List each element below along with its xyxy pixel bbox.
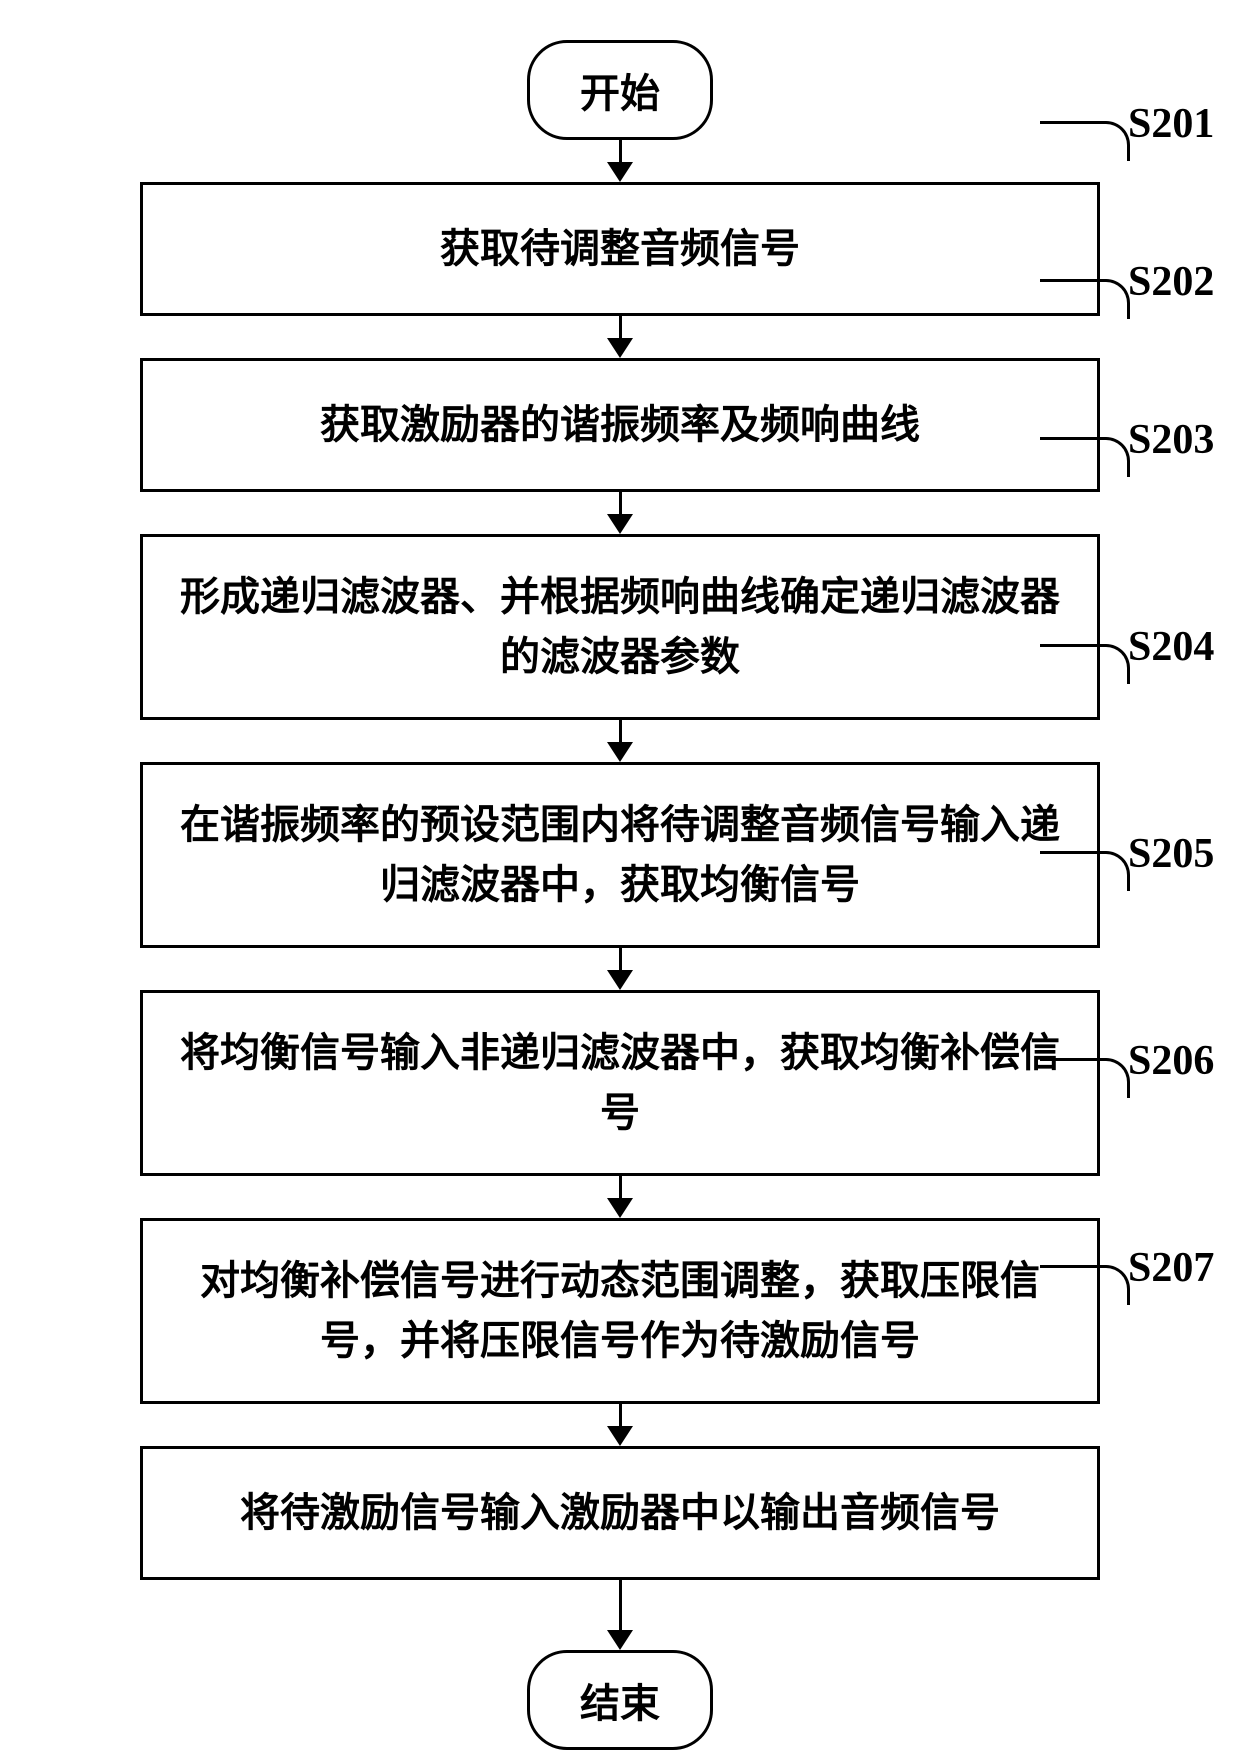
start-label: 开始 — [580, 71, 660, 116]
start-terminal: 开始 — [527, 40, 713, 140]
arrow — [607, 1580, 633, 1650]
step-text: 获取激励器的谐振频率及频响曲线 — [320, 402, 920, 447]
step-text: 形成递归滤波器、并根据频响曲线确定递归滤波器的滤波器参数 — [180, 574, 1060, 679]
step-s204: 在谐振频率的预设范围内将待调整音频信号输入递归滤波器中，获取均衡信号 — [140, 762, 1100, 948]
arrow — [607, 1404, 633, 1446]
step-text: 获取待调整音频信号 — [440, 226, 800, 271]
arrow — [607, 492, 633, 534]
arrow — [607, 948, 633, 990]
arrow — [607, 140, 633, 182]
arrow — [607, 316, 633, 358]
connector-s201 — [1040, 121, 1130, 161]
connector-s206 — [1040, 1058, 1130, 1098]
step-label-s207: S207 — [1128, 1244, 1214, 1292]
arrow — [607, 1176, 633, 1218]
step-label-s202: S202 — [1128, 258, 1214, 306]
step-s202: 获取激励器的谐振频率及频响曲线 — [140, 358, 1100, 492]
step-text: 在谐振频率的预设范围内将待调整音频信号输入递归滤波器中，获取均衡信号 — [180, 802, 1060, 907]
step-s206: 对均衡补偿信号进行动态范围调整，获取压限信号，并将压限信号作为待激励信号 — [140, 1218, 1100, 1404]
connector-s207 — [1040, 1265, 1130, 1305]
step-label-s204: S204 — [1128, 623, 1214, 671]
step-label-s201: S201 — [1128, 100, 1214, 148]
connector-s205 — [1040, 851, 1130, 891]
step-s201: 获取待调整音频信号 — [140, 182, 1100, 316]
flowchart-container: 开始 获取待调整音频信号 S201 获取激励器的谐振频率及频响曲线 S202 形… — [60, 40, 1180, 1750]
end-label: 结束 — [580, 1681, 660, 1726]
step-s207: 将待激励信号输入激励器中以输出音频信号 — [140, 1446, 1100, 1580]
step-text: 对均衡补偿信号进行动态范围调整，获取压限信号，并将压限信号作为待激励信号 — [200, 1258, 1040, 1363]
end-terminal: 结束 — [527, 1650, 713, 1750]
step-label-s206: S206 — [1128, 1037, 1214, 1085]
step-label-s203: S203 — [1128, 416, 1214, 464]
connector-s202 — [1040, 279, 1130, 319]
step-label-s205: S205 — [1128, 830, 1214, 878]
arrow — [607, 720, 633, 762]
connector-s204 — [1040, 644, 1130, 684]
connector-s203 — [1040, 437, 1130, 477]
step-s205: 将均衡信号输入非递归滤波器中，获取均衡补偿信号 — [140, 990, 1100, 1176]
step-s203: 形成递归滤波器、并根据频响曲线确定递归滤波器的滤波器参数 — [140, 534, 1100, 720]
step-text: 将待激励信号输入激励器中以输出音频信号 — [240, 1490, 1000, 1535]
step-text: 将均衡信号输入非递归滤波器中，获取均衡补偿信号 — [180, 1030, 1060, 1135]
